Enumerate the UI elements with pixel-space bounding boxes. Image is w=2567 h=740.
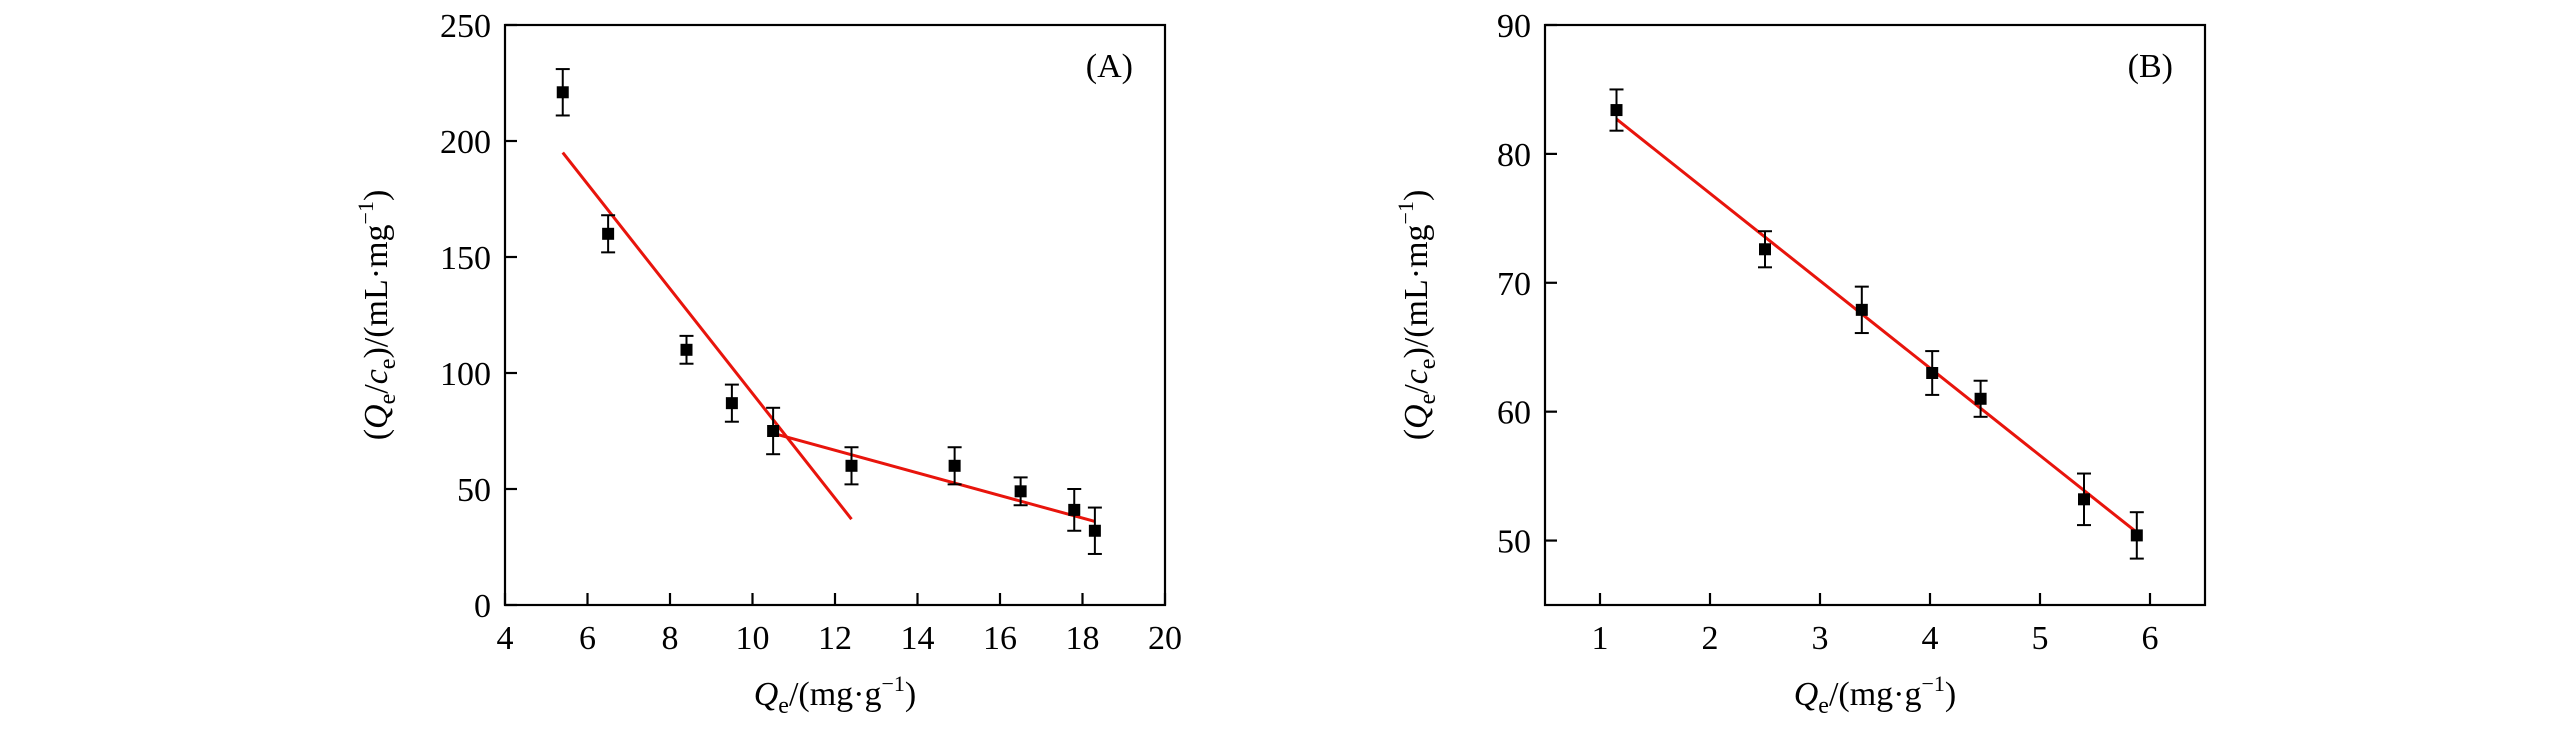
y-axis-title-close: ) <box>1398 190 1435 201</box>
y-axis-title-sub2: e <box>1415 359 1441 370</box>
data-point <box>1926 367 1939 379</box>
y-tick-label: 90 <box>1497 8 1531 45</box>
y-axis-title-sub1: e <box>375 394 401 405</box>
x-axis-title-sup: −1 <box>882 671 905 696</box>
y-axis-title-sub2: e <box>375 359 401 370</box>
plot-frame <box>503 23 1167 607</box>
y-tick-label: 150 <box>440 240 491 277</box>
y-axis-title: (Qe/ce)/(mL·mg−1) <box>353 190 401 441</box>
y-axis-title-sup: −1 <box>353 201 378 224</box>
y-axis-title-c: c <box>358 369 395 384</box>
y-axis-title-c: c <box>1398 369 1435 384</box>
data-point <box>1974 392 1987 405</box>
fit-line <box>772 431 1096 523</box>
x-axis-title-unit: /(mg·g <box>1829 676 1922 713</box>
data-point <box>1088 524 1101 537</box>
x-axis-title-close: ) <box>1945 676 1956 713</box>
x-axis-title-q: Q <box>754 676 779 713</box>
x-tick-label: 18 <box>1066 620 1100 657</box>
y-tick-label: 70 <box>1497 266 1531 303</box>
data-point <box>1855 303 1868 316</box>
data-point <box>948 459 961 472</box>
y-axis-title-slash: / <box>1398 384 1435 394</box>
chart-panel-b: 1 2 3 4 5 65060708090(B)Qe/(mg·g−1)(Qe/ce)/(m… <box>1393 8 2207 719</box>
x-tick-label: 3 <box>1812 620 1829 657</box>
data-point <box>1610 104 1623 117</box>
x-axis-title-sup: −1 <box>1922 671 1945 696</box>
x-axis-title-unit: /(mg·g <box>789 676 882 713</box>
y-tick-label: 0 <box>474 588 491 625</box>
x-tick-label: 16 <box>983 620 1017 657</box>
y-axis-title-sup: −1 <box>1393 201 1418 224</box>
x-axis-title-q: Q <box>1794 676 1819 713</box>
y-axis-title-slash: / <box>358 384 395 394</box>
data-point <box>2130 529 2143 542</box>
x-tick-label: 5 <box>2032 620 2049 657</box>
data-point <box>556 86 569 99</box>
y-axis-title-paren: ( <box>358 429 395 440</box>
data-point <box>2078 493 2090 506</box>
panel-label: (B) <box>2128 48 2173 85</box>
data-point <box>725 397 738 410</box>
y-axis-title: (Qe/ce)/(mL·mg−1) <box>1393 190 1441 441</box>
y-tick-label: 50 <box>457 472 491 509</box>
data-point <box>680 343 693 356</box>
x-tick-label: 14 <box>901 620 935 657</box>
x-axis-title: Qe/(mg·g−1) <box>754 671 917 719</box>
y-axis-title-paren: ( <box>1398 429 1435 440</box>
y-axis-title-close: ) <box>358 190 395 201</box>
x-tick-label: 4 <box>497 620 514 657</box>
x-tick-label: 12 <box>818 620 852 657</box>
y-axis-title-q: Q <box>1398 404 1435 429</box>
data-point <box>1014 485 1027 498</box>
x-axis-title-sub: e <box>778 693 789 719</box>
y-tick-label: 100 <box>440 356 491 393</box>
x-tick-label: 10 <box>736 620 770 657</box>
data-point <box>602 227 615 240</box>
x-tick-label: 6 <box>2142 620 2159 657</box>
y-axis-title-q: Q <box>358 404 395 429</box>
y-axis-title-sub1: e <box>1415 394 1441 405</box>
data-point <box>1759 243 1771 256</box>
fit-line <box>1615 117 2140 536</box>
fit-line <box>561 151 853 521</box>
x-tick-label: 8 <box>662 620 679 657</box>
x-axis-title-sub: e <box>1818 693 1829 719</box>
panel-label: (A) <box>1086 48 1133 85</box>
data-point <box>1068 503 1081 516</box>
y-axis-title-unit: )/(mL·mg <box>358 224 395 358</box>
x-tick-label: 6 <box>579 620 596 657</box>
x-axis-title: Qe/(mg·g−1) <box>1794 671 1957 719</box>
y-axis-title-unit: )/(mL·mg <box>1398 224 1435 358</box>
y-tick-label: 200 <box>440 124 491 161</box>
data-point <box>767 425 780 437</box>
plot-frame <box>1543 23 2207 607</box>
chart-panel-a: 4 6 8 10 12 14 16 18 20050100150200250(A)Qe/(mg·… <box>353 8 1182 719</box>
x-tick-label: 2 <box>1702 620 1719 657</box>
x-tick-label: 1 <box>1592 620 1609 657</box>
y-tick-label: 60 <box>1497 395 1531 432</box>
y-tick-label: 80 <box>1497 137 1531 174</box>
x-axis-title-close: ) <box>905 676 916 713</box>
x-tick-label: 20 <box>1148 620 1182 657</box>
y-tick-label: 250 <box>440 8 491 45</box>
y-tick-label: 50 <box>1497 524 1531 561</box>
data-point <box>845 459 858 472</box>
x-tick-label: 4 <box>1922 620 1939 657</box>
